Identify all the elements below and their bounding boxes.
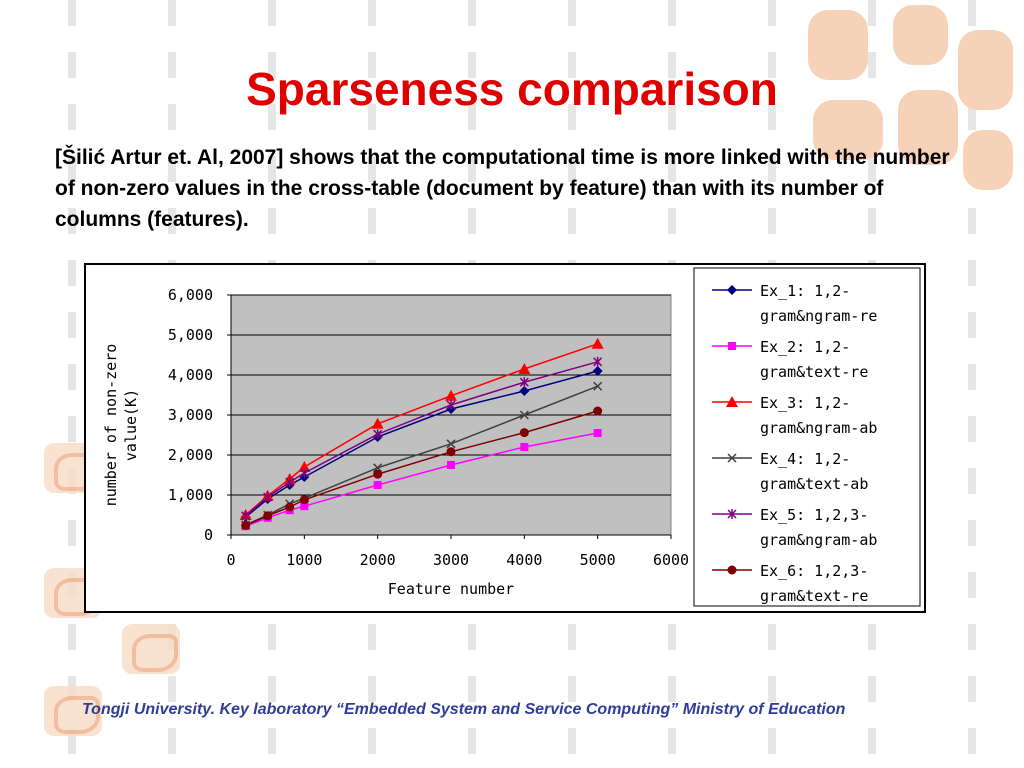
slide-title: Sparseness comparison bbox=[0, 62, 1024, 116]
data-point bbox=[447, 447, 456, 456]
slide-footer: Tongji University. Key laboratory “Embed… bbox=[82, 701, 972, 719]
legend-label: gram&text-re bbox=[760, 363, 868, 381]
y-axis-title: value(K) bbox=[122, 389, 140, 461]
legend-label: Ex_1: 1,2- bbox=[760, 282, 850, 300]
legend: Ex_1: 1,2- gram&ngram-re Ex_2: 1,2- gram&te… bbox=[694, 268, 920, 606]
data-point bbox=[594, 429, 602, 437]
data-point bbox=[447, 461, 455, 469]
y-tick-label: 5,000 bbox=[168, 326, 213, 344]
y-tick-label: 2,000 bbox=[168, 446, 213, 464]
data-point bbox=[263, 511, 272, 520]
data-point bbox=[373, 470, 382, 479]
legend-label: Ex_5: 1,2,3- bbox=[760, 506, 868, 524]
legend-label: gram&ngram-ab bbox=[760, 419, 877, 437]
data-point bbox=[593, 407, 602, 416]
legend-label: gram&ngram-ab bbox=[760, 531, 877, 549]
legend-label: Ex_4: 1,2- bbox=[760, 450, 850, 468]
y-tick-label: 0 bbox=[204, 526, 213, 544]
chart-frame: 0 1,000 2,000 3,000 4,000 5,000 6,000 0 1000 2000… bbox=[84, 263, 926, 613]
legend-label: gram&text-re bbox=[760, 587, 868, 605]
legend-label: gram&text-ab bbox=[760, 475, 868, 493]
x-tick-label: 5000 bbox=[580, 551, 616, 569]
line-chart: 0 1,000 2,000 3,000 4,000 5,000 6,000 0 1000 2000… bbox=[86, 265, 924, 611]
y-tick-label: 4,000 bbox=[168, 366, 213, 384]
data-point bbox=[520, 428, 529, 437]
legend-label: Ex_3: 1,2- bbox=[760, 394, 850, 412]
slide-body-text: [Šilić Artur et. Al, 2007] shows that th… bbox=[55, 142, 955, 235]
y-axis-title: number of non-zero bbox=[102, 344, 120, 507]
x-axis-title: Feature number bbox=[388, 580, 514, 598]
y-tick-label: 6,000 bbox=[168, 286, 213, 304]
x-tick-label: 0 bbox=[226, 551, 235, 569]
x-tick-label: 3000 bbox=[433, 551, 469, 569]
data-point bbox=[374, 481, 382, 489]
legend-label: gram&ngram-re bbox=[760, 307, 877, 325]
legend-marker bbox=[728, 342, 736, 350]
legend-label: Ex_2: 1,2- bbox=[760, 338, 850, 356]
legend-marker bbox=[728, 566, 737, 575]
x-tick-label: 6000 bbox=[653, 551, 689, 569]
x-tick-label: 4000 bbox=[506, 551, 542, 569]
y-tick-label: 3,000 bbox=[168, 406, 213, 424]
calligraphy-seal-small bbox=[122, 624, 180, 674]
data-point bbox=[285, 503, 294, 512]
y-tick-label: 1,000 bbox=[168, 486, 213, 504]
legend-label: Ex_6: 1,2,3- bbox=[760, 562, 868, 580]
data-point bbox=[241, 521, 250, 530]
data-point bbox=[300, 495, 309, 504]
data-point bbox=[520, 443, 528, 451]
x-tick-label: 1000 bbox=[286, 551, 322, 569]
x-tick-label: 2000 bbox=[360, 551, 396, 569]
